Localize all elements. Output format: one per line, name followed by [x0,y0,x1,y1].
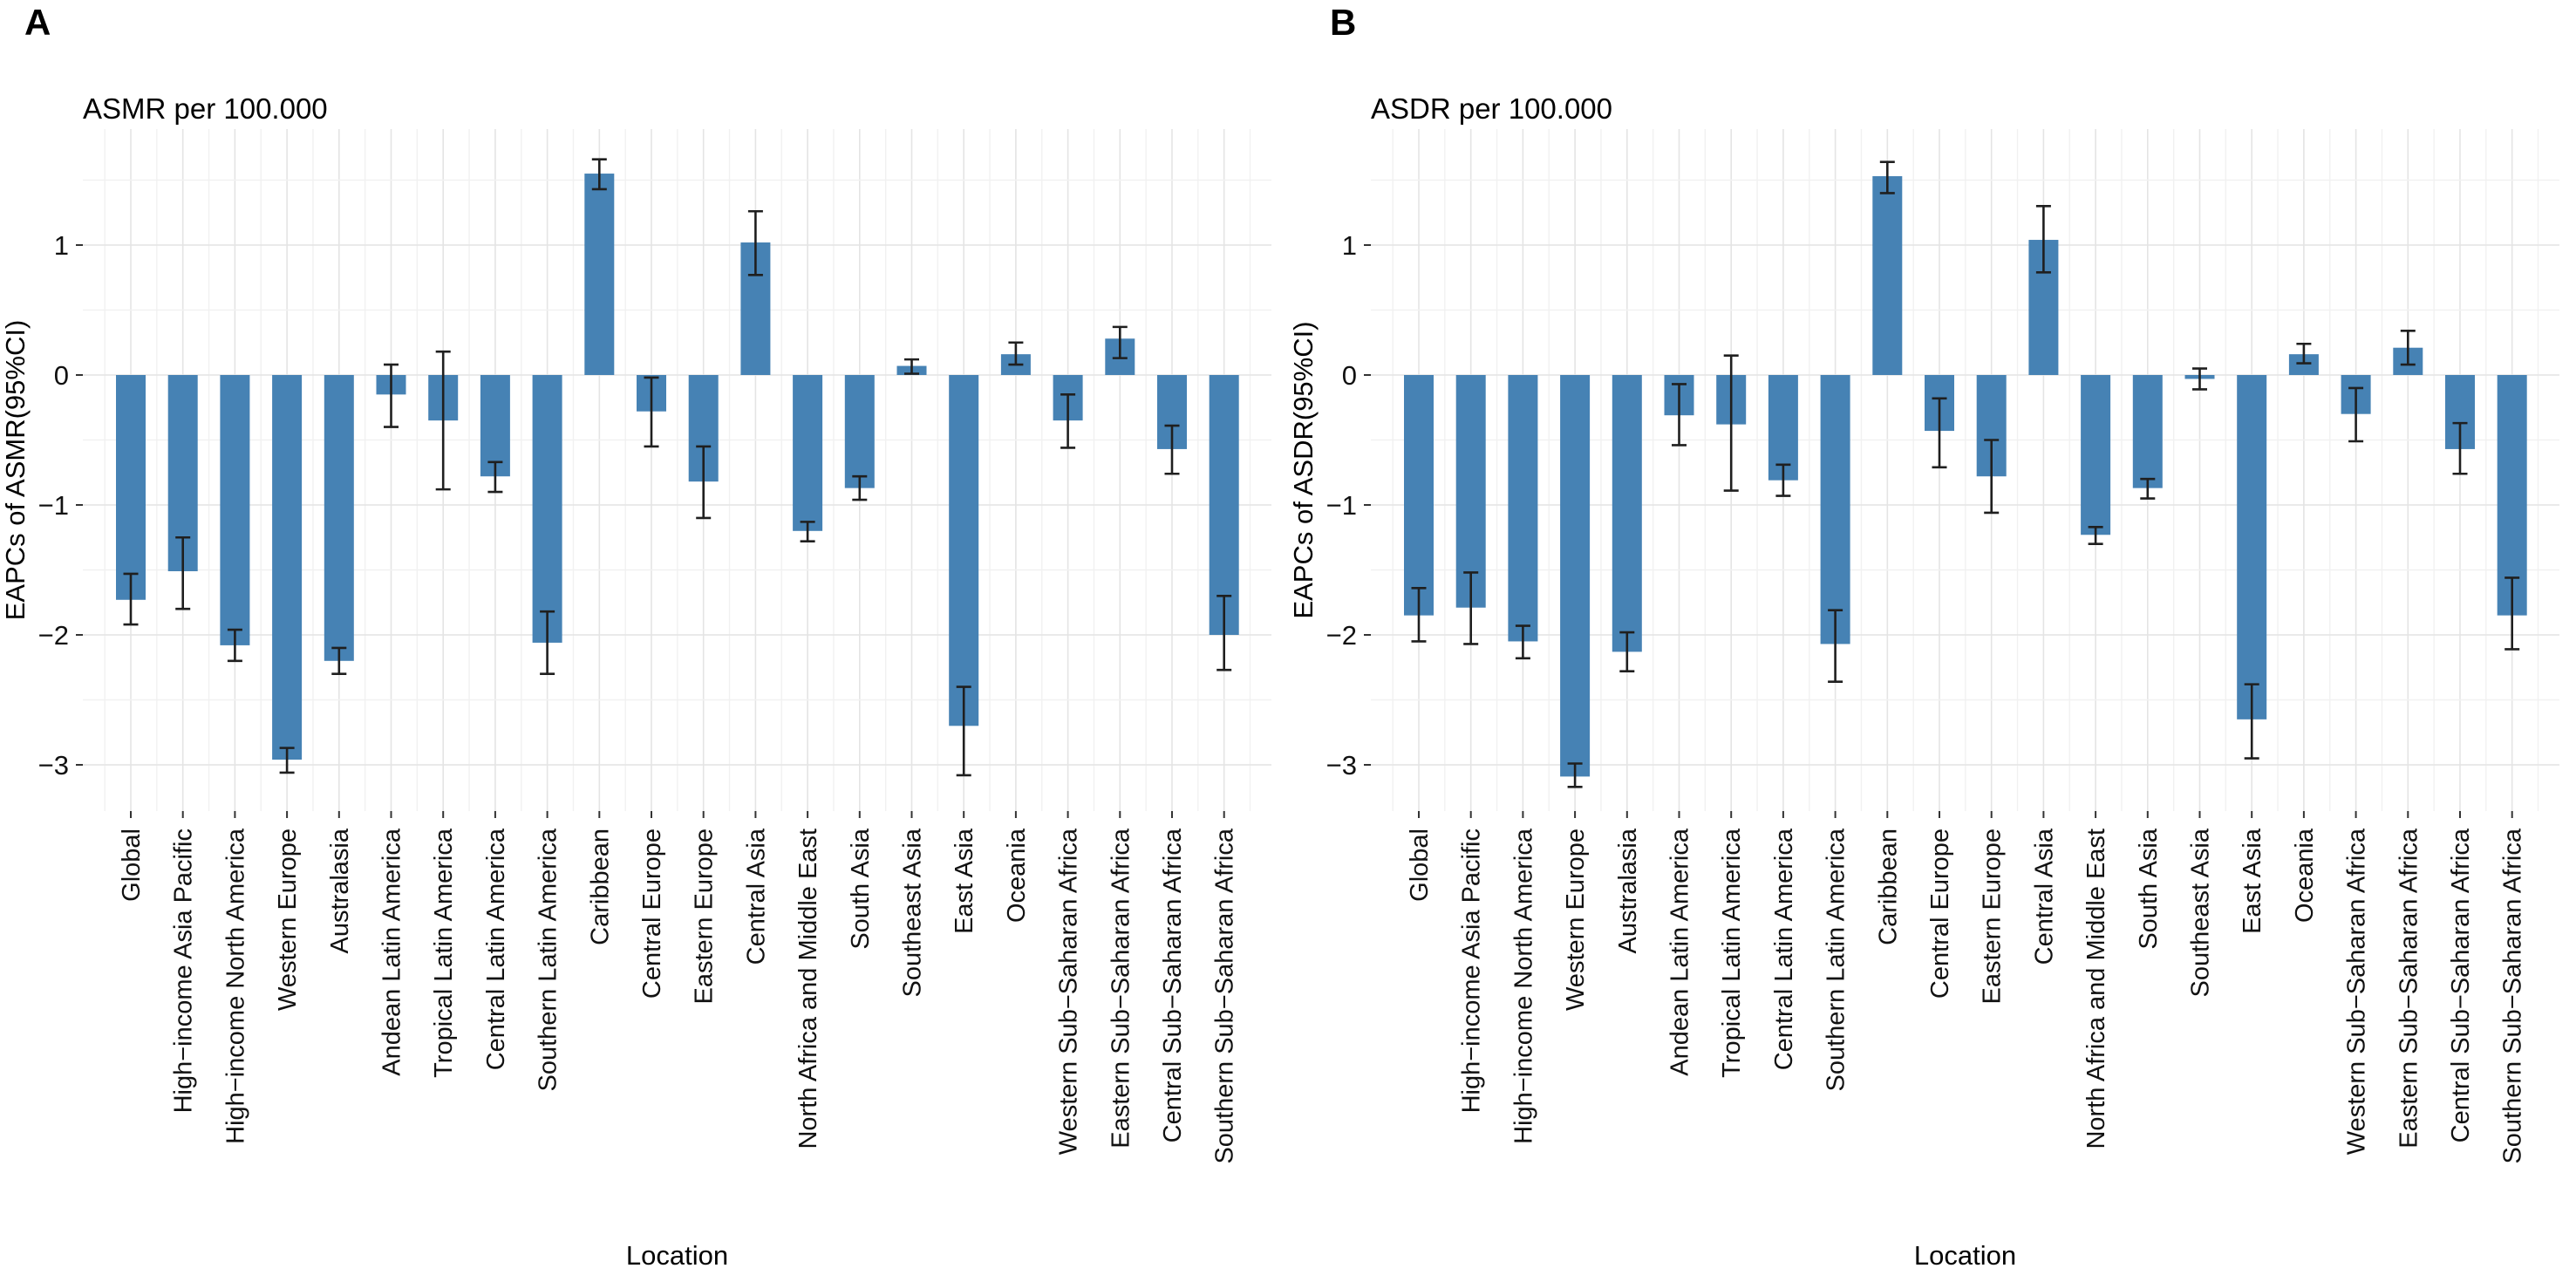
y-axis-title: EAPCs of ASMR(95%CI) [0,320,31,621]
x-tick-label: Tropical Latin America [430,828,458,1078]
x-tick-label: South Asia [2135,828,2163,950]
x-tick-label: Central Latin America [1770,828,1798,1070]
x-tick-label: Western Europe [274,829,302,1011]
y-tick-label: −1 [38,490,69,521]
x-tick-label: Southern Sub−Saharan Africa [2499,828,2527,1163]
bar [2132,375,2163,488]
bar [1508,375,1538,642]
x-tick-label: Andean Latin America [378,828,406,1076]
x-tick-label: East Asia [2239,828,2266,934]
x-tick-label: Australasia [326,828,354,953]
asdr-chart: 1 0 −1 −2 −3 Global High−income Asia Pacific Hi… [1288,92,2559,1271]
x-tick-label: Eastern Europe [691,829,719,1005]
bar [1209,375,1239,635]
bar [1560,375,1591,777]
bar [2237,375,2267,719]
chart-title: ASDR per 100.000 [1371,92,1612,125]
bar [2081,375,2111,535]
x-tick-label: Oceania [1003,828,1031,923]
bar [584,174,615,375]
x-tick-label: Tropical Latin America [1718,828,1746,1078]
bar [1455,375,1486,608]
panel-asdr: B 1 0 −1 −2 −3 Global High−income Asia Pacific… [1288,0,2576,1282]
bar [324,375,354,661]
x-tick-label: Western Sub−Saharan Africa [1055,828,1083,1155]
bar [480,375,510,477]
x-tick-label: Australasia [1614,828,1642,953]
x-tick-label: Central Europe [1926,829,1954,999]
bar [1768,375,1798,481]
x-tick-label: Central Sub−Saharan Africa [2447,828,2475,1142]
x-tick-label: Southern Sub−Saharan Africa [1211,828,1239,1163]
x-tick-label: High−income Asia Pacific [1458,829,1486,1113]
x-tick-label: High−income Asia Pacific [170,829,198,1113]
x-tick-label: High−income North America [1509,828,1537,1144]
y-tick-label: −3 [1326,750,1357,781]
x-axis-title: Location [1914,1240,2016,1271]
x-tick-label: Southern Latin America [535,828,562,1091]
x-tick-label: Caribbean [586,829,614,945]
x-tick-label: Central Europe [638,829,666,999]
x-tick-label: Western Europe [1562,829,1590,1011]
panel-asmr: A 1 0 −1 −2 −3 Global High−income Asia Pacific… [0,2,1271,1271]
x-tick-label: Southern Latin America [1823,828,1850,1091]
bar [1872,176,1903,375]
x-tick-label: Southeast Asia [899,828,927,997]
x-tick-label: Central Sub−Saharan Africa [1159,828,1187,1142]
x-tick-label: Western Sub−Saharan Africa [2343,828,2371,1155]
bar [1404,375,1434,616]
x-tick-label: Central Asia [2030,828,2058,965]
y-tick-label: −2 [1326,620,1357,651]
x-tick-label: South Asia [847,828,875,950]
bar [1612,375,1642,652]
asmr-chart: 1 0 −1 −2 −3 Global High−income Asia Pacific Hi… [0,92,1271,1271]
x-tick-label: Oceania [2291,828,2319,923]
panel-label-b: B [1330,2,1358,43]
bar [2288,354,2319,375]
x-axis-title: Location [626,1240,728,1271]
panel-label-a: A [24,2,52,43]
bar [272,375,303,760]
bar [532,375,562,643]
bar [220,375,250,645]
x-tick-label: Global [118,829,146,902]
bar [844,375,875,488]
y-axis-title: EAPCs of ASDR(95%CI) [1288,321,1319,618]
x-tick-label: Central Asia [742,828,770,965]
y-tick-label: 1 [1342,230,1357,261]
x-tick-label: Southeast Asia [2187,828,2215,997]
x-tick-label: Global [1406,829,1434,902]
x-tick-label: East Asia [951,828,978,934]
y-tick-label: −3 [38,750,69,781]
x-tick-label: Caribbean [1874,829,1902,945]
bar [793,375,823,531]
y-tick-label: 0 [1342,360,1357,391]
x-tick-label: High−income North America [221,828,249,1144]
x-tick-label: Eastern Sub−Saharan Africa [1107,828,1135,1149]
y-tick-label: −1 [1326,490,1357,521]
x-tick-label: Andean Latin America [1666,828,1694,1076]
bar [949,375,979,726]
bar [2497,375,2527,616]
y-tick-label: 1 [54,230,69,261]
x-tick-label: North Africa and Middle East [794,829,822,1149]
x-tick-label: Eastern Sub−Saharan Africa [2395,828,2423,1149]
y-tick-label: −2 [38,620,69,651]
bar [1820,375,1850,644]
x-tick-label: North Africa and Middle East [2082,829,2110,1149]
chart-title: ASMR per 100.000 [83,92,328,125]
bar [116,375,146,600]
x-tick-label: Eastern Europe [1979,829,2007,1005]
y-tick-label: 0 [54,360,69,391]
x-tick-label: Central Latin America [482,828,510,1070]
